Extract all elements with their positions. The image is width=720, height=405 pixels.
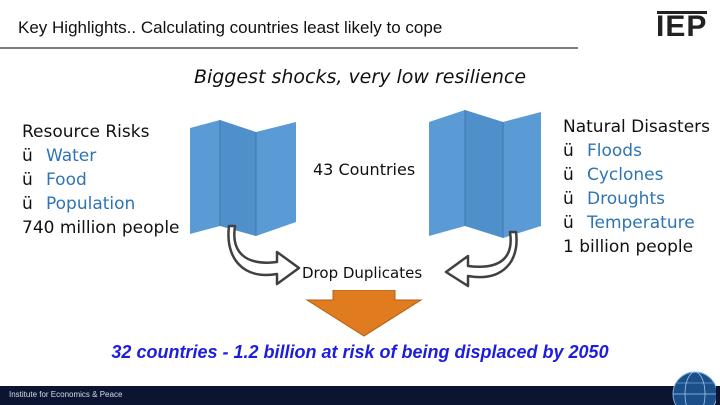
list-item: ü Food — [22, 168, 180, 192]
natural-disasters-total: 1 billion people — [563, 237, 694, 257]
natural-disasters-heading: Natural Disasters — [563, 117, 711, 137]
drop-duplicates-label: Drop Duplicates — [302, 264, 423, 282]
list-item: ü Water — [22, 144, 180, 168]
check-icon: ü — [22, 146, 33, 166]
check-icon: ü — [22, 170, 33, 190]
resource-risks-list: Resource Risks ü Water ü Food ü Population … — [22, 120, 180, 240]
check-icon: ü — [563, 189, 574, 209]
check-icon: ü — [563, 213, 574, 233]
list-item: ü Droughts — [563, 187, 710, 211]
footer-org-name: Institute for Economics & Peace — [9, 390, 123, 399]
list-item-label: Population — [46, 194, 136, 214]
list-item-label: Food — [46, 170, 87, 190]
list-item: ü Population — [22, 192, 180, 216]
folded-map-icon — [429, 110, 541, 238]
list-item: ü Floods — [563, 139, 710, 163]
resource-risks-total: 740 million people — [22, 218, 180, 238]
slide-title: Key Highlights.. Calculating countries l… — [18, 18, 443, 37]
resource-risks-heading: Resource Risks — [22, 122, 150, 142]
iep-logo: IEP — [656, 10, 708, 43]
folded-map-icon — [190, 120, 296, 236]
natural-disasters-list: Natural Disasters ü Floods ü Cyclones ü Dro… — [563, 115, 710, 259]
curved-arrow-icon — [227, 224, 301, 286]
list-item-label: Droughts — [587, 189, 665, 209]
subtitle: Biggest shocks, very low resilience — [193, 66, 527, 88]
check-icon: ü — [563, 165, 574, 185]
list-item-label: Cyclones — [587, 165, 664, 185]
globe-icon — [672, 371, 716, 405]
footer-bar: Institute for Economics & Peace — [0, 386, 720, 405]
countries-count-label: 43 Countries — [313, 160, 416, 179]
logo-bar — [657, 11, 707, 14]
list-item: ü Temperature — [563, 211, 710, 235]
conclusion-text: 32 countries - 1.2 billion at risk of be… — [111, 342, 609, 362]
list-item-label: Floods — [587, 141, 642, 161]
check-icon: ü — [563, 141, 574, 161]
list-item-label: Water — [46, 146, 97, 166]
list-item-label: Temperature — [587, 213, 695, 233]
list-item: ü Cyclones — [563, 163, 710, 187]
title-divider — [0, 47, 578, 49]
curved-arrow-icon — [444, 230, 518, 288]
check-icon: ü — [22, 194, 33, 214]
down-arrow-icon — [305, 290, 423, 337]
